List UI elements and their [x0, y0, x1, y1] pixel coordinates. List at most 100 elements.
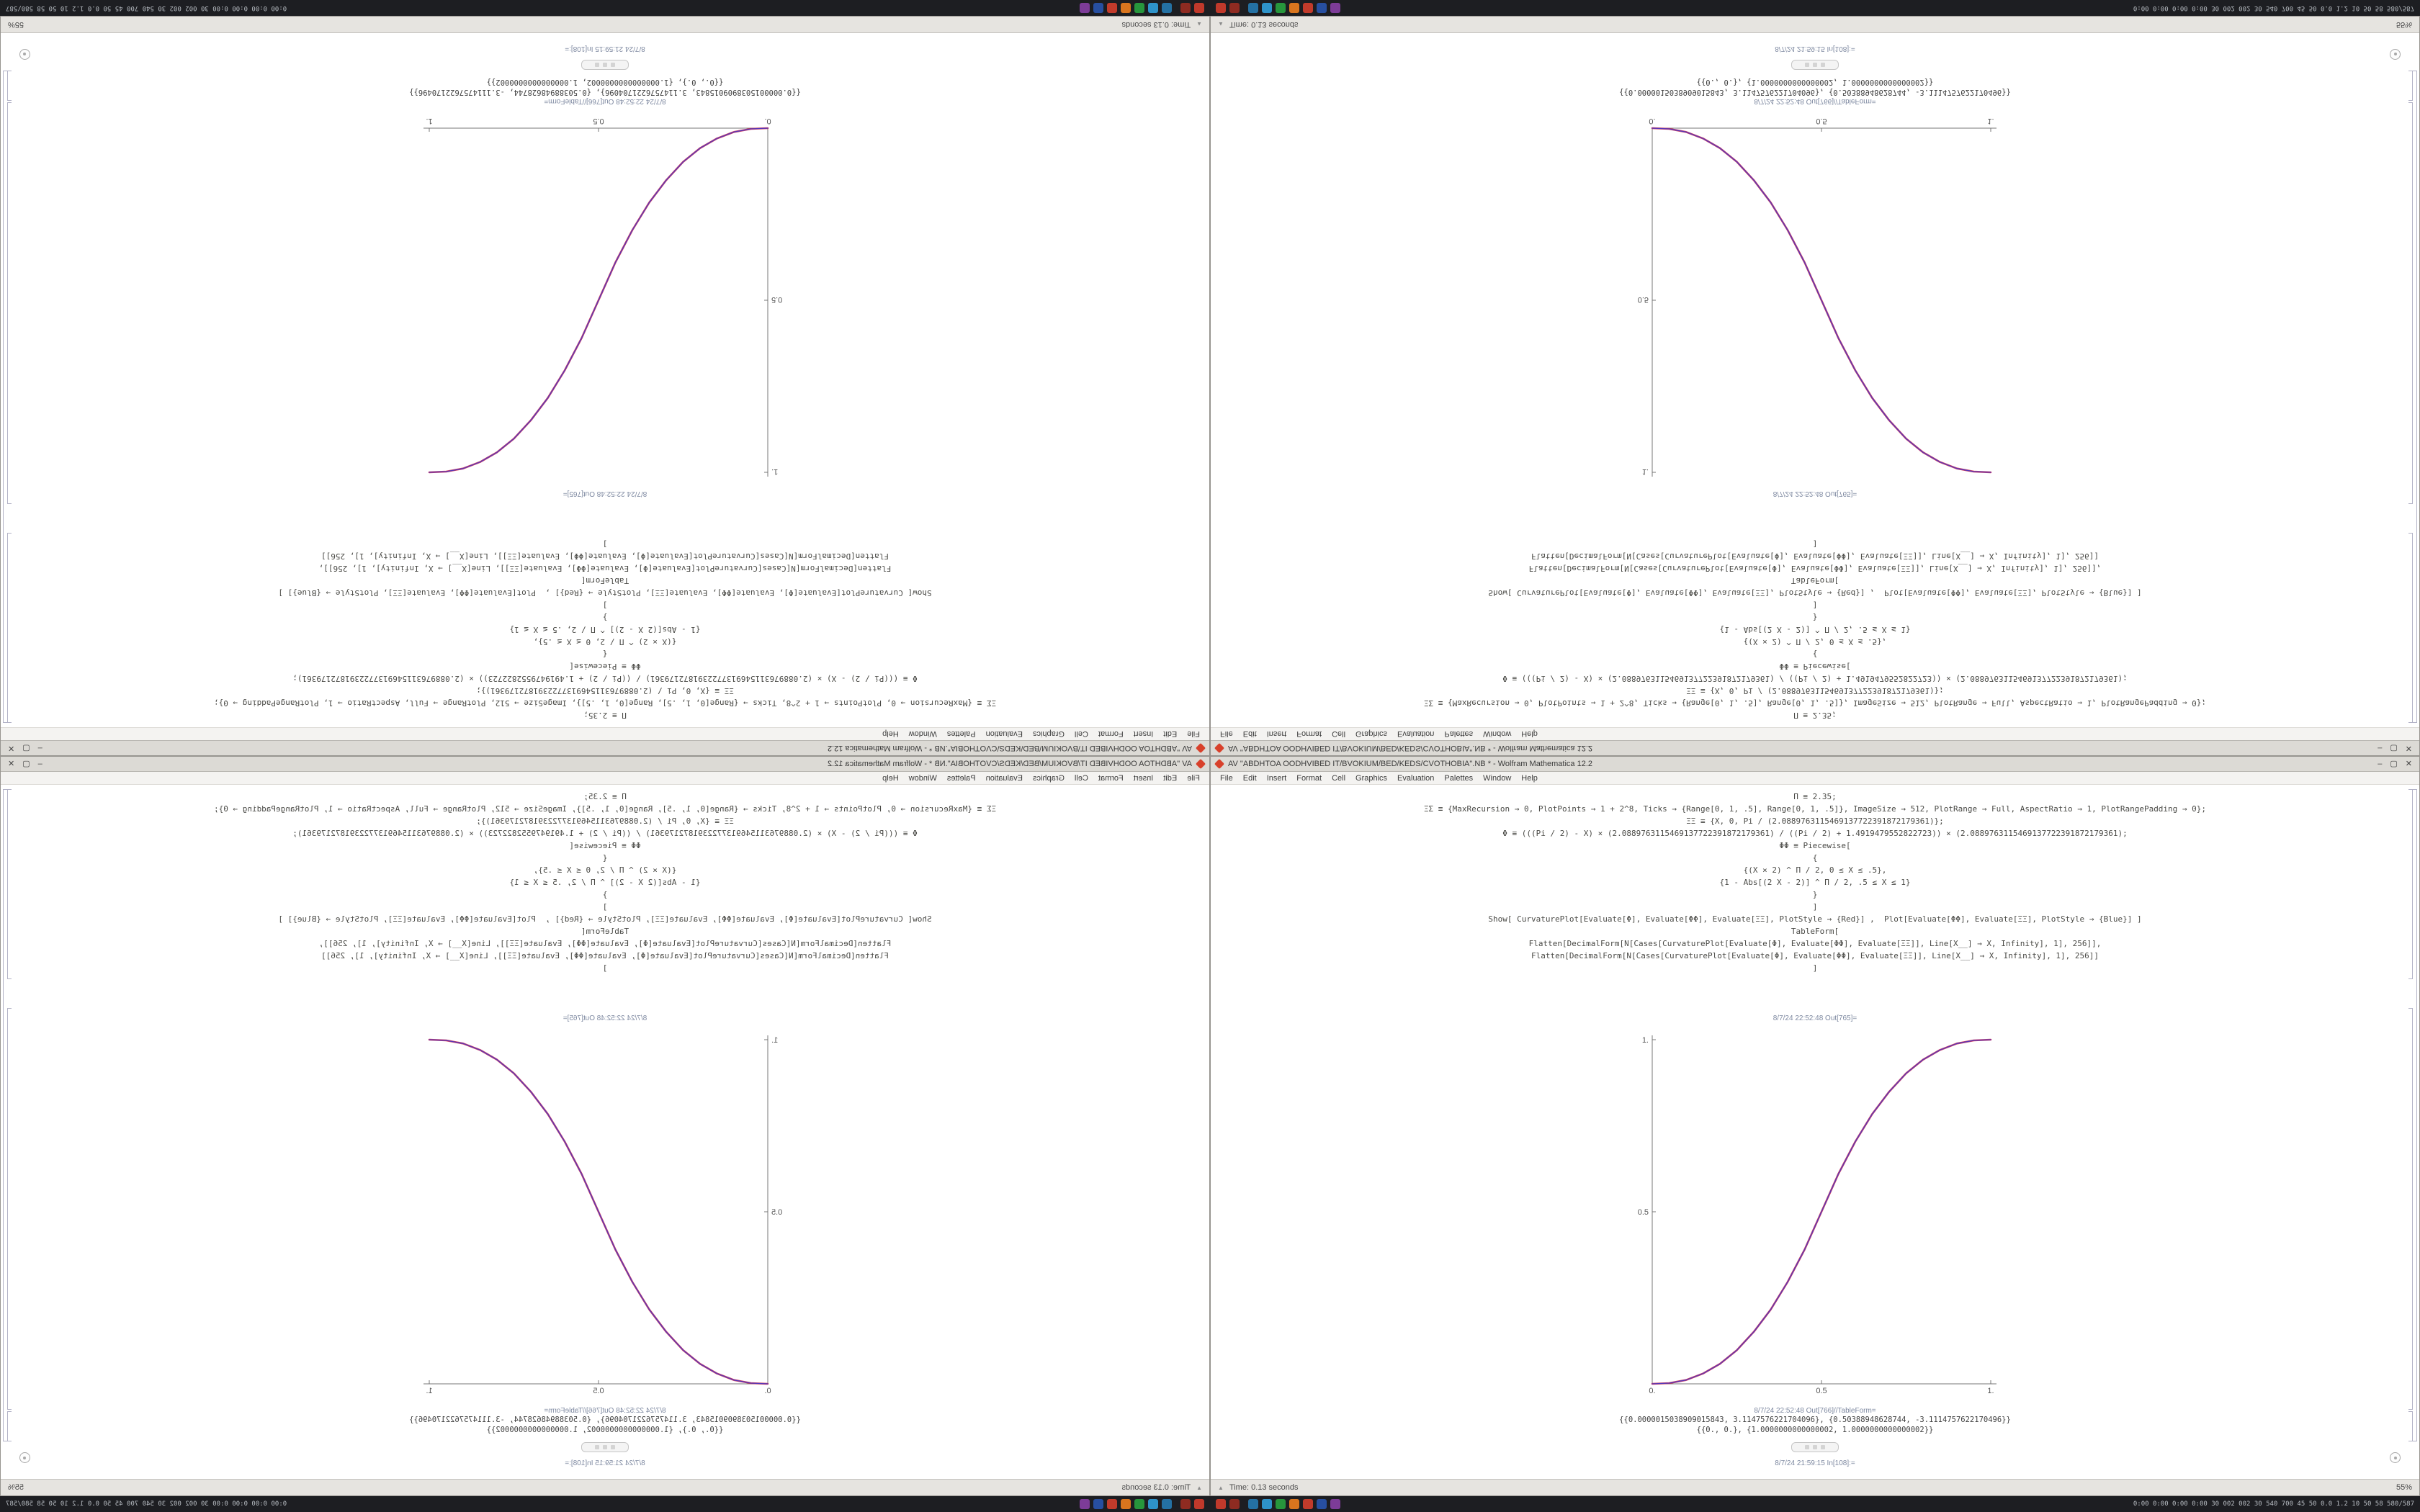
menu-item[interactable]: Insert: [1266, 729, 1287, 739]
menu-item[interactable]: Graphics: [1032, 773, 1065, 783]
code-line[interactable]: TableForm[: [1791, 576, 1839, 585]
code-line[interactable]: Φ ≡ (((Pi / 2) - X) × (2.088976311546913…: [292, 674, 918, 683]
taskbar-app-icon-green[interactable]: [1276, 3, 1286, 13]
cell-bracket-table[interactable]: [2408, 1411, 2413, 1441]
status-expander-icon[interactable]: ▲: [1218, 1484, 1224, 1491]
taskbar-app-icon-orange[interactable]: [1121, 3, 1131, 13]
menu-item[interactable]: Insert: [1133, 729, 1154, 739]
taskbar-app-icon-lightblue[interactable]: [1148, 3, 1158, 13]
status-zoom[interactable]: 55%: [2396, 1483, 2412, 1492]
notebook-content[interactable]: Π ≡ 2.35; ΞΣ ≡ {MaxRecursion → 0, PlotPoi…: [1211, 33, 2419, 727]
code-line[interactable]: {1 - Abs[(2 X - 2)] ^ Π / 2, .5 ≤ X ≤ 1}: [1719, 878, 1911, 887]
window-titlebar[interactable]: AV "ABDHTOA OODHVIBED IT/BVOKIUM/BED/KED…: [1, 740, 1209, 755]
menu-item[interactable]: Evaluation: [985, 729, 1023, 739]
code-line[interactable]: }: [602, 890, 608, 899]
menu-item[interactable]: Evaluation: [1397, 773, 1435, 783]
cell-bracket-group[interactable]: [2413, 71, 2417, 723]
cell-bracket-table[interactable]: [7, 1411, 12, 1441]
code-line[interactable]: }: [1812, 890, 1818, 899]
cell-bracket-group[interactable]: [3, 789, 7, 1441]
menu-item[interactable]: Edit: [1242, 729, 1257, 739]
code-line[interactable]: Show[ CurvaturePlot[Evaluate[Φ], Evaluat…: [278, 914, 932, 924]
code-line[interactable]: Flatten[DecimalForm[N[Cases[CurvaturePlo…: [321, 552, 889, 561]
code-line[interactable]: Flatten[DecimalForm[N[Cases[CurvaturePlo…: [318, 564, 892, 573]
code-line[interactable]: Π ≡ 2.35;: [583, 711, 627, 720]
taskbar-app-icon-navy[interactable]: [1317, 3, 1327, 13]
code-line[interactable]: Flatten[DecimalForm[N[Cases[CurvaturePlo…: [1528, 939, 2102, 948]
window-titlebar[interactable]: AV "ABDHTOA OODHVIBED IT/BVOKIUM/BED/KED…: [1, 757, 1209, 772]
taskbar-app-icon-red-1[interactable]: [1194, 3, 1204, 13]
close-button[interactable]: ✕: [2405, 760, 2412, 768]
menu-item[interactable]: Graphics: [1032, 729, 1065, 739]
menu-item[interactable]: Cell: [1332, 729, 1346, 739]
menu-item[interactable]: File: [1220, 773, 1233, 783]
input-cell[interactable]: Π ≡ 2.35; ΞΣ ≡ {MaxRecursion → 0, PlotPoi…: [1, 785, 1209, 974]
menu-item[interactable]: File: [1220, 729, 1233, 739]
taskbar-app-icon-red-3[interactable]: [1107, 1499, 1117, 1509]
code-line[interactable]: ΞΞ ≡ {X, 0, Pi / (2.08897631154691377223…: [476, 686, 734, 696]
menu-item[interactable]: Cell: [1074, 773, 1088, 783]
code-line[interactable]: Π ≡ 2.35;: [1793, 792, 1837, 801]
code-line[interactable]: {: [602, 649, 608, 659]
notebook-corner-icon[interactable]: [19, 1452, 30, 1463]
window-titlebar[interactable]: AV "ABDHTOA OODHVIBED IT/BVOKIUM/BED/KED…: [1211, 757, 2419, 772]
code-line[interactable]: TableForm[: [581, 576, 629, 585]
code-line[interactable]: }: [602, 613, 608, 622]
menu-item[interactable]: Evaluation: [985, 773, 1023, 783]
maximize-button[interactable]: ▢: [22, 760, 30, 768]
cell-bracket-group[interactable]: [2413, 789, 2417, 1441]
code-line[interactable]: ΦΦ ≡ Piecewise[: [1779, 662, 1851, 671]
taskbar-app-icon-navy[interactable]: [1317, 1499, 1327, 1509]
menu-item[interactable]: File: [1187, 729, 1200, 739]
code-line[interactable]: ΞΞ ≡ {X, 0, Pi / (2.08897631154691377223…: [476, 816, 734, 826]
menu-item[interactable]: Insert: [1266, 773, 1287, 783]
code-line[interactable]: Π ≡ 2.35;: [1793, 711, 1837, 720]
maximize-button[interactable]: ▢: [22, 744, 30, 752]
status-expander-icon[interactable]: ▲: [1196, 21, 1202, 28]
taskbar-app-icon-red-2[interactable]: [1229, 3, 1240, 13]
code-line[interactable]: {1 - Abs[(2 X - 2)] ^ Π / 2, .5 ≤ X ≤ 1}: [509, 878, 701, 887]
menu-item[interactable]: Palettes: [1444, 773, 1474, 783]
code-line[interactable]: Show[ CurvaturePlot[Evaluate[Φ], Evaluat…: [1488, 914, 2142, 924]
code-line[interactable]: {1 - Abs[(2 X - 2)] ^ Π / 2, .5 ≤ X ≤ 1}: [1719, 625, 1911, 634]
cell-bracket-group[interactable]: [3, 71, 7, 723]
menu-item[interactable]: Cell: [1332, 773, 1346, 783]
code-line[interactable]: ΞΣ ≡ {MaxRecursion → 0, PlotPoints → 1 +…: [1423, 698, 2207, 708]
code-line[interactable]: {(X × 2) ^ Π / 2, 0 ≤ X ≤ .5},: [533, 637, 677, 647]
minimize-button[interactable]: –: [2378, 760, 2383, 768]
menu-item[interactable]: Help: [1521, 773, 1538, 783]
close-button[interactable]: ✕: [8, 760, 15, 768]
suggestions-bar[interactable]: [581, 60, 629, 70]
menu-item[interactable]: Window: [908, 729, 937, 739]
minimize-button[interactable]: –: [37, 760, 42, 768]
taskbar-app-icon-green[interactable]: [1134, 3, 1144, 13]
code-line[interactable]: ]: [1812, 600, 1818, 610]
close-button[interactable]: ✕: [8, 744, 15, 752]
taskbar-app-icon-lightblue[interactable]: [1148, 1499, 1158, 1509]
code-line[interactable]: ]: [1812, 539, 1818, 549]
taskbar-app-icon-red-2[interactable]: [1229, 1499, 1240, 1509]
code-line[interactable]: {: [1812, 649, 1818, 659]
menu-item[interactable]: Format: [1296, 729, 1322, 739]
taskbar-app-icon-red-2[interactable]: [1180, 1499, 1191, 1509]
taskbar-app-icon-orange[interactable]: [1121, 1499, 1131, 1509]
code-line[interactable]: {1 - Abs[(2 X - 2)] ^ Π / 2, .5 ≤ X ≤ 1}: [509, 625, 701, 634]
menu-item[interactable]: Graphics: [1355, 773, 1388, 783]
input-cell[interactable]: Π ≡ 2.35; ΞΣ ≡ {MaxRecursion → 0, PlotPoi…: [1211, 538, 2419, 727]
code-line[interactable]: Φ ≡ (((Pi / 2) - X) × (2.088976311546913…: [1502, 829, 2128, 838]
notebook-corner-icon[interactable]: [19, 49, 30, 60]
suggestions-bar[interactable]: [1791, 1442, 1839, 1452]
taskbar-app-icon-lightblue[interactable]: [1262, 1499, 1272, 1509]
code-line[interactable]: ]: [602, 902, 608, 912]
code-line[interactable]: Flatten[DecimalForm[N[Cases[CurvaturePlo…: [1531, 951, 2099, 960]
code-line[interactable]: Flatten[DecimalForm[N[Cases[CurvaturePlo…: [321, 951, 889, 960]
menu-item[interactable]: Edit: [1163, 729, 1178, 739]
menu-item[interactable]: Format: [1098, 773, 1124, 783]
cell-bracket-input[interactable]: [2408, 789, 2413, 979]
taskbar-app-icon-red-1[interactable]: [1216, 3, 1226, 13]
taskbar-app-icon-purple[interactable]: [1330, 3, 1340, 13]
notebook-content[interactable]: Π ≡ 2.35; ΞΣ ≡ {MaxRecursion → 0, PlotPoi…: [1211, 785, 2419, 1479]
menu-item[interactable]: Insert: [1133, 773, 1154, 783]
taskbar-app-icon-navy[interactable]: [1093, 3, 1103, 13]
suggestions-bar[interactable]: [1791, 60, 1839, 70]
